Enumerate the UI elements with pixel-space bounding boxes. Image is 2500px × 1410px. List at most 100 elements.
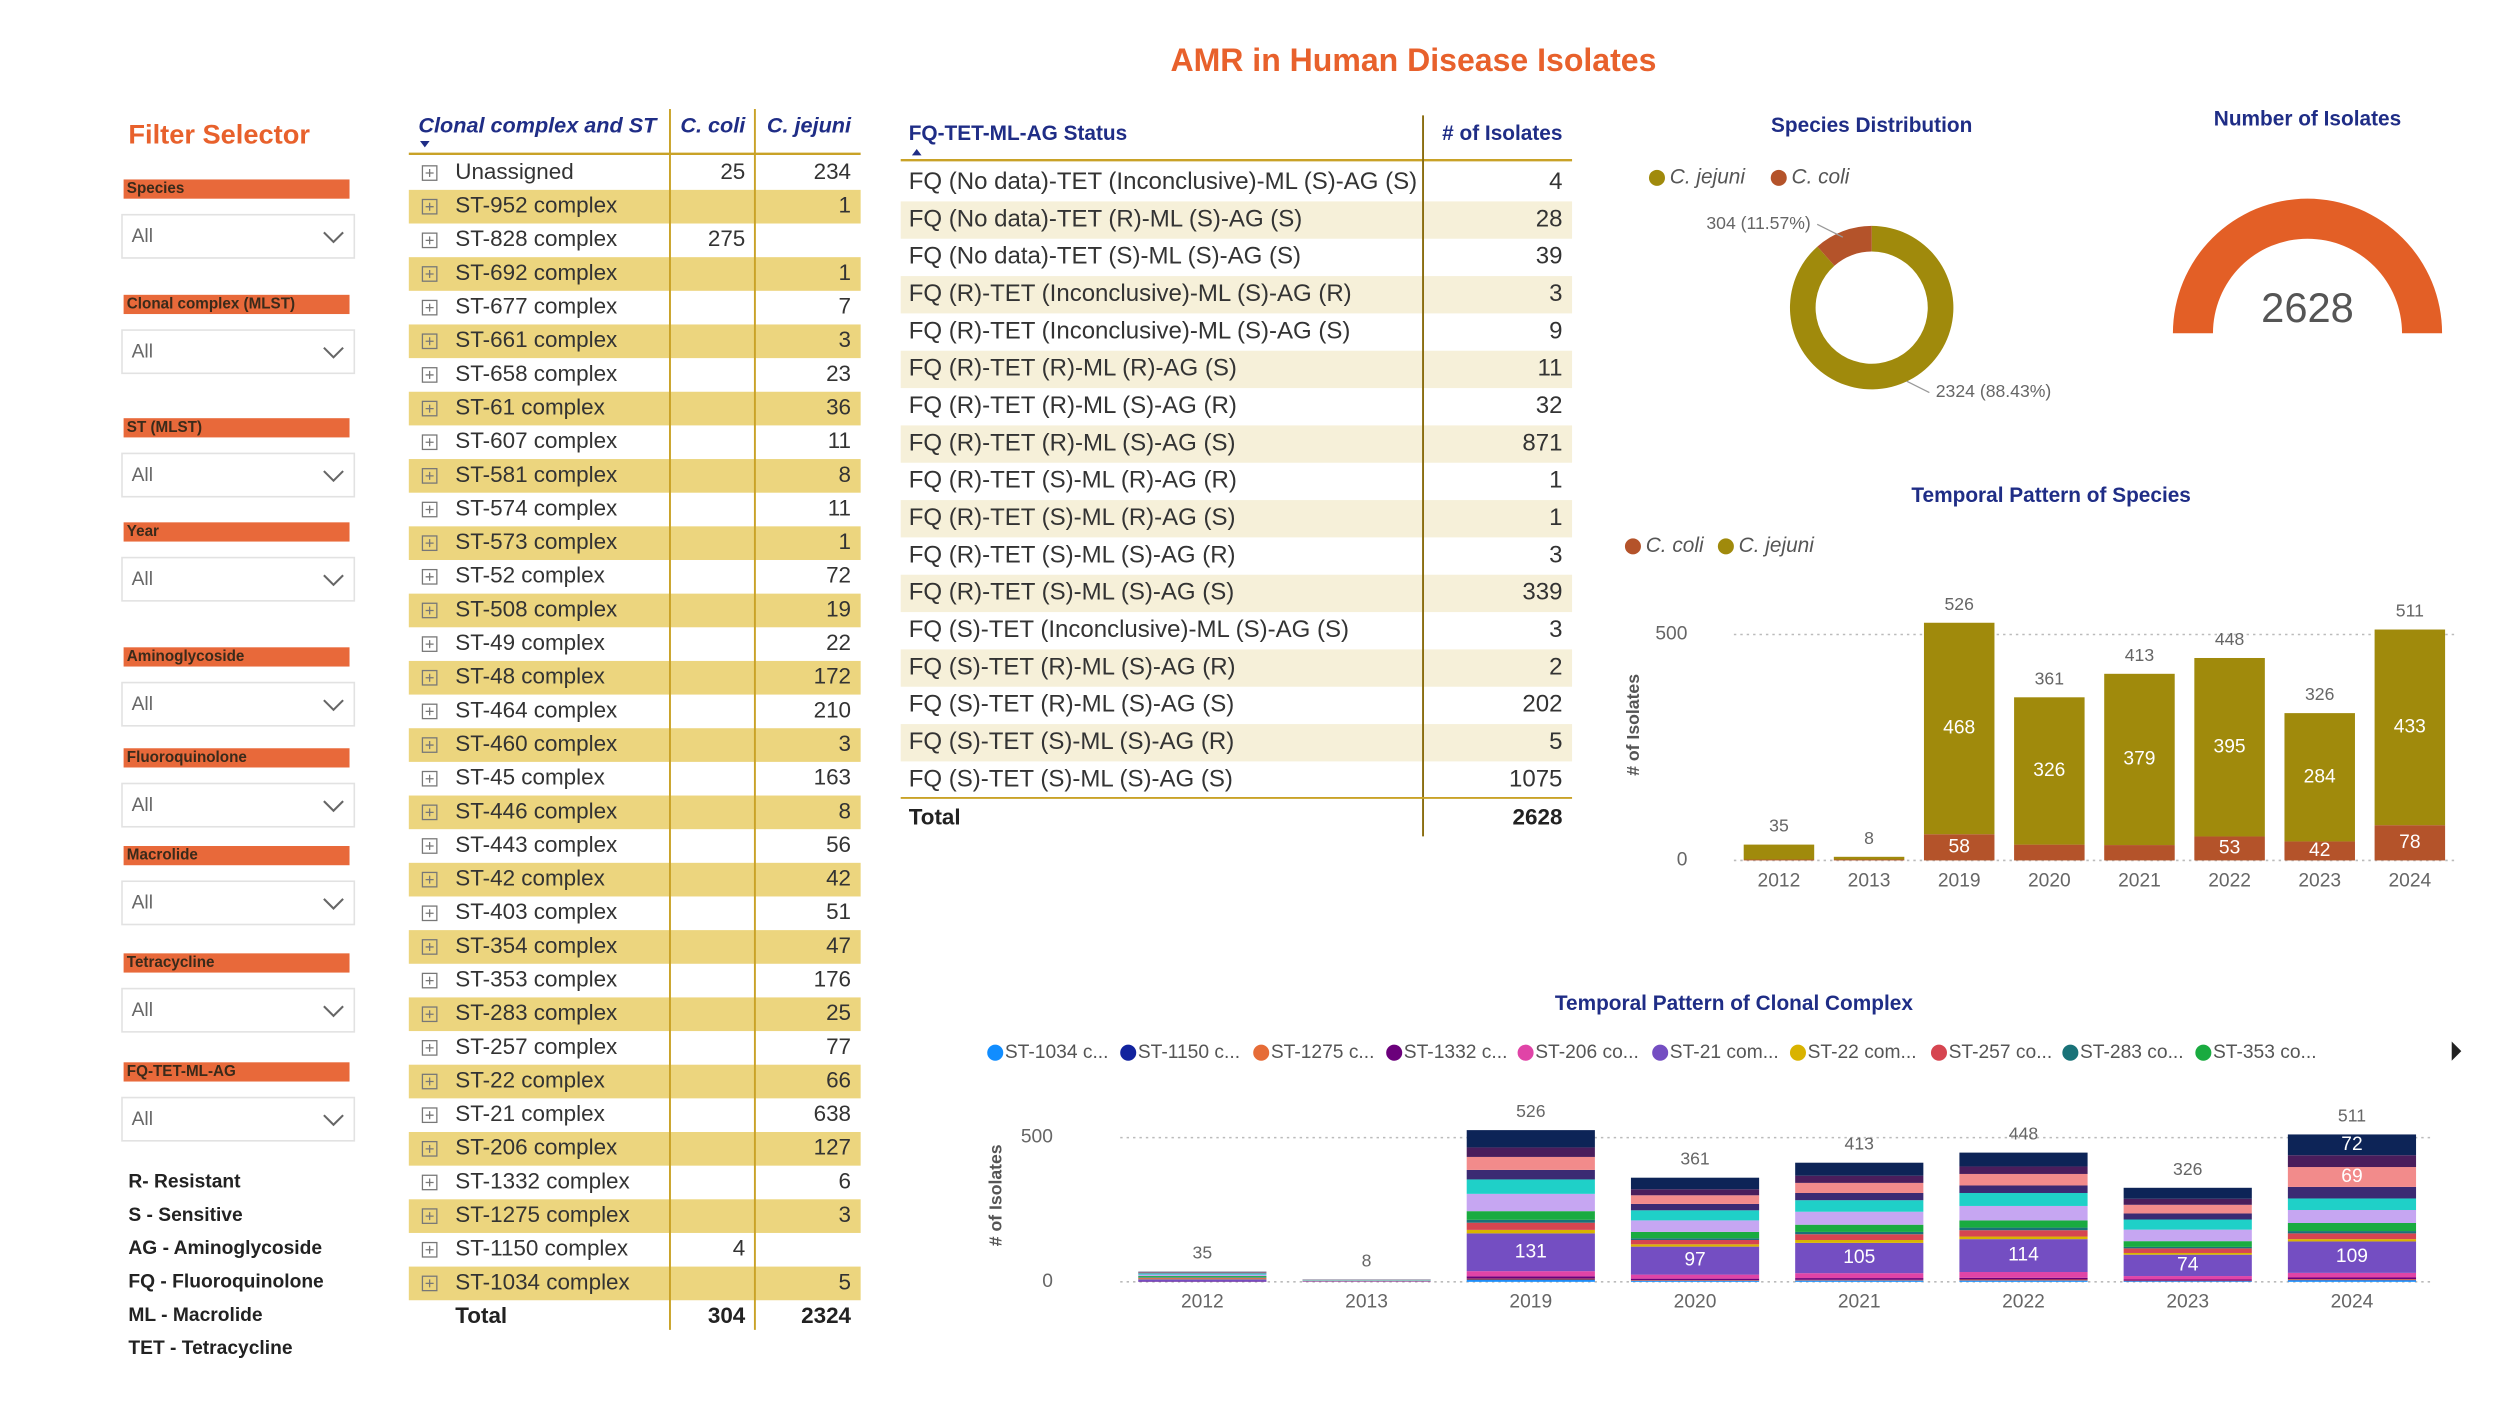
filter-dropdown[interactable] (121, 880, 356, 926)
total-label: 326 (2305, 684, 2335, 704)
dropdown-chevron (323, 1005, 344, 1018)
cell-value: 47 (826, 933, 851, 958)
bar-segment (2104, 673, 2175, 846)
legend-note: R- Resistant (128, 1172, 241, 1193)
expand-icon[interactable] (421, 703, 438, 720)
chart-title: Temporal Pattern of Species (1911, 484, 2191, 507)
expand-icon[interactable] (421, 1006, 438, 1023)
filter-dropdown[interactable] (121, 329, 356, 375)
expand-icon[interactable] (421, 1040, 438, 1056)
expand-icon[interactable] (421, 232, 438, 249)
filter-dropdown[interactable] (121, 1096, 356, 1142)
bar-segment (1630, 1177, 1760, 1190)
expand-icon[interactable] (421, 1107, 438, 1124)
bar-segment (1795, 1162, 1924, 1176)
bar-segment (1466, 1278, 1595, 1280)
cell-value: 28 (1536, 205, 1563, 232)
expand-icon[interactable] (421, 198, 438, 215)
expand-icon[interactable] (421, 1140, 438, 1157)
filter-label: Clonal complex (MLST) (127, 295, 295, 312)
expand-icon[interactable] (421, 400, 438, 417)
expand-icon[interactable] (421, 871, 438, 888)
cell-value: 638 (814, 1101, 851, 1126)
chart-title: Number of Isolates (2214, 108, 2401, 131)
bar-segment (1959, 1239, 2088, 1273)
expand-icon[interactable] (421, 299, 438, 316)
expand-icon[interactable] (421, 1275, 438, 1292)
expand-icon[interactable] (421, 367, 438, 383)
filter-dropdown[interactable] (121, 987, 356, 1033)
expand-icon[interactable] (421, 568, 438, 585)
bar-segment (2287, 1186, 2417, 1199)
expand-icon[interactable] (421, 165, 438, 181)
cell-value: 1 (839, 529, 851, 554)
row-highlight (408, 1199, 861, 1233)
expand-icon[interactable] (421, 501, 438, 518)
expand-icon[interactable] (421, 266, 438, 282)
filter-dropdown[interactable] (121, 782, 356, 828)
row-label: FQ (R)-TET (Inconclusive)-ML (S)-AG (R) (909, 280, 1352, 307)
segment-label: 78 (2399, 832, 2420, 853)
filter-title: Filter Selector (128, 118, 310, 149)
expand-plus (425, 673, 434, 682)
expand-icon[interactable] (421, 1208, 438, 1224)
donut-slice (1817, 225, 1872, 266)
filter-dropdown[interactable] (121, 213, 356, 259)
sort-icon (420, 141, 430, 148)
expand-icon[interactable] (421, 333, 438, 350)
expand-icon[interactable] (421, 1073, 438, 1090)
row-label: FQ (R)-TET (S)-ML (S)-AG (S) (909, 579, 1235, 606)
filter-label: Macrolide (127, 847, 198, 864)
bar-segment (1795, 1273, 1924, 1279)
row-label: ST-443 complex (455, 832, 617, 857)
row-highlight (408, 930, 861, 964)
bar-segment (2014, 844, 2085, 861)
donut-slice (1789, 225, 1954, 390)
bar-segment (2123, 1252, 2252, 1255)
row-label: ST-1034 complex (455, 1269, 629, 1294)
bar-segment (1466, 1179, 1595, 1194)
expand-icon[interactable] (421, 838, 438, 854)
legend-swatch (987, 1044, 1004, 1061)
total-label: 361 (2035, 668, 2064, 688)
expand-icon[interactable] (421, 804, 438, 821)
row-label: FQ (No data)-TET (Inconclusive)-ML (S)-A… (909, 168, 1417, 195)
legend-label: ST-22 com... (1808, 1042, 1917, 1063)
y-axis-title: # of Isolates (1623, 674, 1643, 776)
bar-segment (2123, 1213, 2252, 1220)
legend-label: ST-1332 c... (1404, 1042, 1508, 1063)
filter-dropdown[interactable] (121, 556, 356, 602)
filter-dropdown[interactable] (121, 681, 356, 727)
legend-next[interactable] (2451, 1041, 2462, 1061)
row-highlight (408, 997, 861, 1032)
dropdown-chevron (323, 231, 344, 244)
segment-label: 468 (1943, 718, 1975, 739)
filter-label: Tetracycline (127, 954, 215, 971)
row-label: FQ (S)-TET (R)-ML (S)-AG (S) (909, 691, 1235, 718)
expand-icon[interactable] (421, 770, 438, 787)
expand-icon[interactable] (421, 636, 438, 652)
filter-dropdown[interactable] (121, 452, 356, 498)
cell-value: 163 (814, 765, 851, 790)
expand-icon[interactable] (421, 905, 438, 922)
expand-icon[interactable] (421, 602, 438, 619)
expand-icon[interactable] (421, 669, 438, 686)
expand-plus (425, 875, 434, 884)
expand-icon[interactable] (421, 535, 438, 552)
expand-icon[interactable] (421, 468, 438, 484)
segment-label: 326 (2033, 760, 2065, 781)
row-label: ST-45 complex (455, 765, 605, 790)
total-label: 413 (2125, 645, 2155, 665)
bar-segment (1630, 1238, 1760, 1240)
legend-label: ST-257 co... (1949, 1042, 2053, 1063)
bar-segment (2287, 1231, 2417, 1234)
expand-icon[interactable] (421, 1241, 438, 1258)
expand-icon[interactable] (421, 737, 438, 753)
cell-value: 210 (814, 697, 851, 722)
bar-segment (2284, 841, 2355, 861)
expand-icon[interactable] (421, 1174, 438, 1191)
expand-icon[interactable] (421, 434, 438, 451)
expand-icon[interactable] (421, 939, 438, 955)
row-label: ST-61 complex (455, 395, 605, 420)
expand-icon[interactable] (421, 972, 438, 989)
